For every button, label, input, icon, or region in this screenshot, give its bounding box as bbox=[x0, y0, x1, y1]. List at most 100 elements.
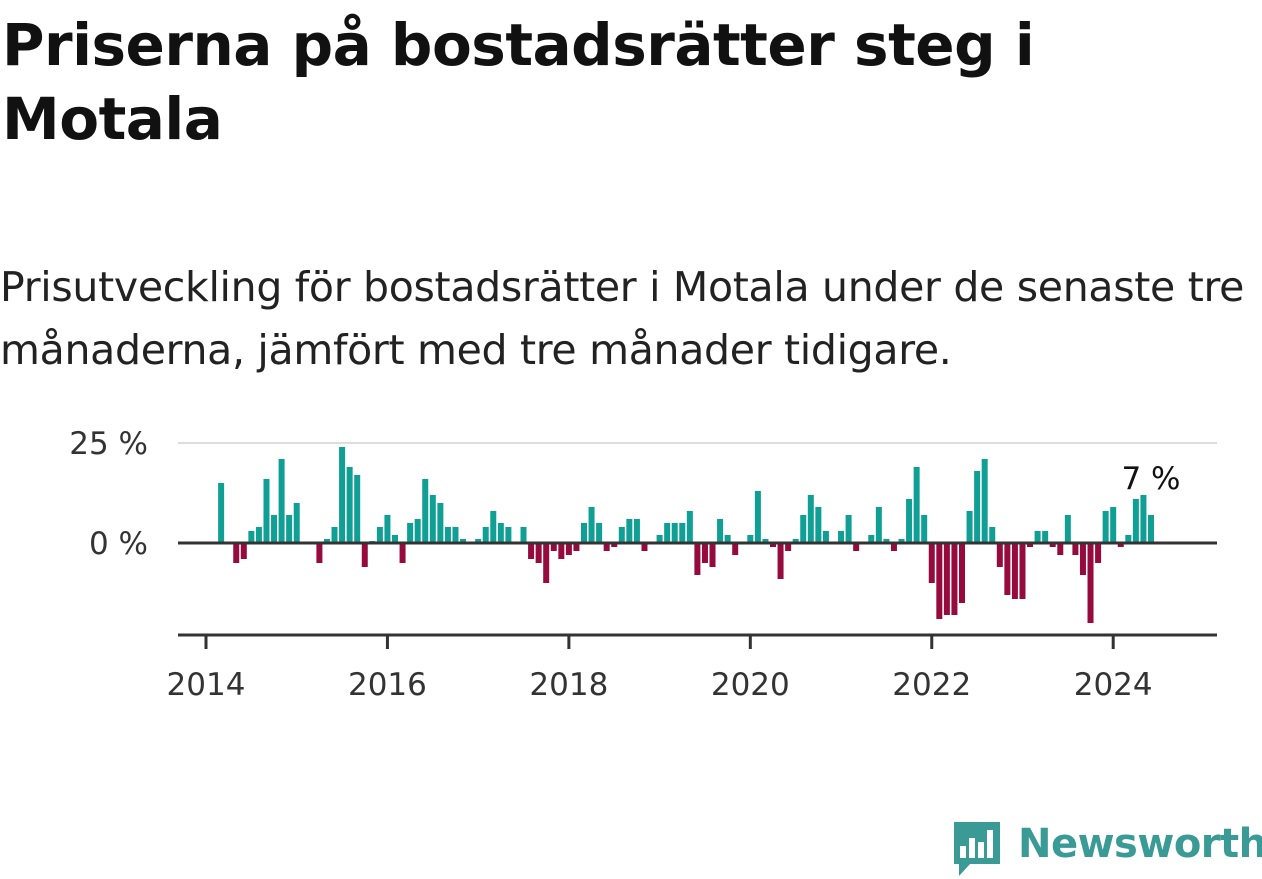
bar bbox=[928, 543, 935, 583]
bar bbox=[890, 543, 897, 551]
bar bbox=[407, 523, 414, 543]
bar bbox=[996, 543, 1003, 567]
brand-name: Newsworthy bbox=[1018, 821, 1262, 867]
bar bbox=[1049, 543, 1056, 547]
bar bbox=[717, 519, 724, 543]
bar bbox=[656, 535, 663, 543]
x-tick-label: 2018 bbox=[529, 667, 608, 703]
bar bbox=[686, 511, 693, 543]
bar bbox=[754, 491, 761, 543]
bar bbox=[1072, 543, 1079, 555]
bar bbox=[747, 535, 754, 543]
bar bbox=[1042, 531, 1049, 543]
bar bbox=[452, 527, 459, 543]
bar bbox=[664, 523, 671, 543]
bar bbox=[429, 495, 436, 543]
bar bbox=[331, 527, 338, 543]
chart-subtitle: Prisutveckling för bostadsrätter i Motal… bbox=[0, 263, 1245, 374]
bar bbox=[1087, 543, 1094, 623]
bar bbox=[966, 511, 973, 543]
bar bbox=[989, 527, 996, 543]
bar bbox=[278, 459, 285, 543]
bar bbox=[240, 543, 247, 559]
bar bbox=[1148, 515, 1154, 543]
bar bbox=[581, 523, 587, 543]
bar bbox=[1004, 543, 1011, 595]
bar bbox=[951, 543, 958, 615]
bar bbox=[596, 523, 603, 543]
bar bbox=[762, 539, 769, 543]
logo-bar-2 bbox=[969, 838, 975, 858]
bar bbox=[1110, 507, 1117, 543]
bar bbox=[671, 523, 678, 543]
latest-value-annotation: 7 % bbox=[1121, 461, 1180, 497]
bar bbox=[573, 543, 580, 551]
bar bbox=[520, 527, 527, 543]
bar bbox=[1011, 543, 1018, 599]
tick-labels: 25 % 0 % 2014 2016 2018 2020 2022 2024 7 % bbox=[69, 426, 1180, 703]
bar bbox=[255, 527, 262, 543]
x-tick-label: 2022 bbox=[892, 667, 971, 703]
newsworthy-bar-chart-logo-icon bbox=[954, 822, 1000, 876]
bar bbox=[936, 543, 943, 619]
bar bbox=[959, 543, 965, 603]
bar bbox=[233, 543, 240, 563]
bar bbox=[701, 543, 708, 563]
bar bbox=[785, 543, 792, 551]
bar bbox=[709, 543, 716, 567]
bar bbox=[875, 507, 882, 543]
bar bbox=[497, 523, 504, 543]
bar bbox=[339, 447, 346, 543]
logo-bar-3 bbox=[978, 842, 984, 858]
newsworthy-logo: Newsworthy bbox=[950, 816, 1262, 878]
bar bbox=[475, 539, 482, 543]
bar bbox=[603, 543, 610, 551]
bar bbox=[641, 543, 648, 551]
bar bbox=[218, 483, 225, 543]
bar-chart: 25 % 0 % 2014 2016 2018 2020 2022 2024 7 % bbox=[69, 426, 1217, 703]
bar bbox=[1019, 543, 1026, 599]
bar bbox=[346, 467, 353, 543]
bar bbox=[807, 495, 814, 543]
bar bbox=[921, 515, 928, 543]
bar bbox=[528, 543, 535, 559]
bar bbox=[1027, 543, 1034, 547]
bar bbox=[611, 543, 618, 547]
bar bbox=[263, 479, 270, 543]
x-tick-label: 2014 bbox=[167, 667, 246, 703]
x-tick-label: 2020 bbox=[711, 667, 790, 703]
bar bbox=[974, 471, 981, 543]
bar bbox=[248, 531, 255, 543]
bar bbox=[626, 519, 633, 543]
bar bbox=[800, 515, 807, 543]
x-tick-label: 2024 bbox=[1074, 667, 1153, 703]
bar bbox=[633, 519, 640, 543]
y-tick-label: 0 % bbox=[89, 526, 148, 562]
bar bbox=[1132, 499, 1139, 543]
bar bbox=[943, 543, 950, 615]
bar bbox=[550, 543, 557, 551]
bar bbox=[770, 543, 776, 547]
bar bbox=[482, 527, 489, 543]
bar bbox=[271, 515, 278, 543]
bar bbox=[384, 515, 391, 543]
x-tick-label: 2016 bbox=[348, 667, 427, 703]
bar bbox=[1079, 543, 1086, 575]
bar bbox=[981, 459, 988, 543]
bar bbox=[1057, 543, 1064, 555]
bar bbox=[505, 527, 512, 543]
bar bbox=[913, 467, 920, 543]
bar bbox=[694, 543, 701, 575]
bar bbox=[679, 523, 686, 543]
axes bbox=[178, 541, 1217, 649]
y-tick-label: 25 % bbox=[69, 426, 148, 462]
chart-title: Priserna på bostadsrätter steg i Motala bbox=[2, 11, 1035, 153]
bar bbox=[853, 543, 860, 551]
bar bbox=[460, 539, 467, 543]
bar bbox=[437, 503, 444, 543]
bar bbox=[1102, 511, 1109, 543]
bar bbox=[490, 511, 497, 543]
bar bbox=[1117, 543, 1124, 547]
bar bbox=[1064, 515, 1071, 543]
bar bbox=[883, 539, 890, 543]
